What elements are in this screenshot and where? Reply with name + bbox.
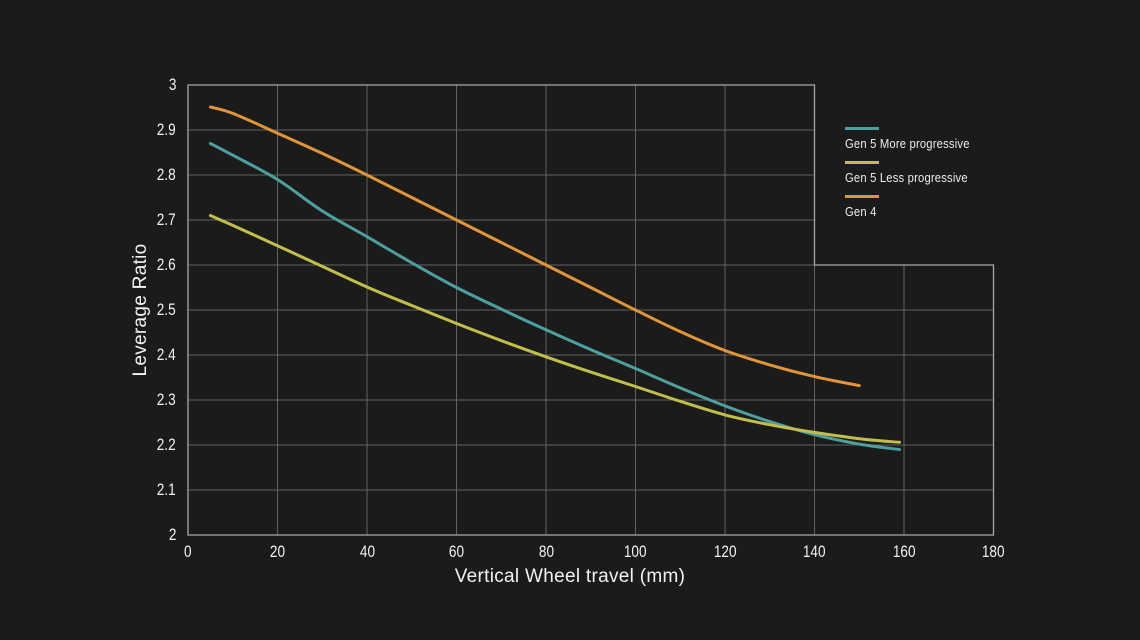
x-tick-label: 160 <box>892 542 916 561</box>
x-tick-label: 180 <box>982 542 1005 561</box>
y-tick-label: 2.1 <box>157 480 176 499</box>
legend: Gen 5 More progressive Gen 5 Less progre… <box>845 127 984 229</box>
x-tick-label: 60 <box>448 542 465 561</box>
series-line-gen-5-more-progressive <box>208 142 901 451</box>
legend-label: Gen 5 More progressive <box>845 137 970 151</box>
x-tick-label: 20 <box>269 542 286 561</box>
legend-swatch-gen5-more <box>845 127 879 130</box>
legend-item: Gen 5 More progressive <box>845 127 984 153</box>
legend-label: Gen 4 <box>845 205 877 219</box>
legend-item: Gen 5 Less progressive <box>845 161 984 187</box>
x-tick-label: 140 <box>803 542 826 561</box>
legend-item: Gen 4 <box>845 195 984 221</box>
legend-swatch-gen4 <box>845 195 879 198</box>
legend-swatch-gen5-less <box>845 161 879 164</box>
plot-border <box>187 84 995 536</box>
series-line-gen-5-less-progressive <box>208 214 901 444</box>
series-line-gen-4 <box>208 105 861 388</box>
x-tick-label: 80 <box>538 542 554 561</box>
y-tick-label: 2.9 <box>157 120 176 139</box>
y-tick-label: 2.3 <box>157 390 176 409</box>
y-tick-label: 2.5 <box>157 300 176 319</box>
y-tick-label: 2.2 <box>157 435 176 454</box>
y-tick-label: 2 <box>168 525 176 544</box>
legend-label: Gen 5 Less progressive <box>845 171 968 185</box>
y-tick-label: 2.4 <box>157 345 176 364</box>
x-axis-title: Vertical Wheel travel (mm) <box>454 566 686 587</box>
y-tick-label: 2.8 <box>157 165 176 184</box>
x-tick-label: 0 <box>184 542 192 561</box>
y-tick-label: 2.6 <box>157 255 176 274</box>
x-tick-label: 100 <box>624 542 647 561</box>
y-tick-label: 2.7 <box>157 210 176 229</box>
x-tick-label: 120 <box>713 542 737 561</box>
y-tick-label: 3 <box>168 75 176 94</box>
x-tick-label: 40 <box>359 542 375 561</box>
